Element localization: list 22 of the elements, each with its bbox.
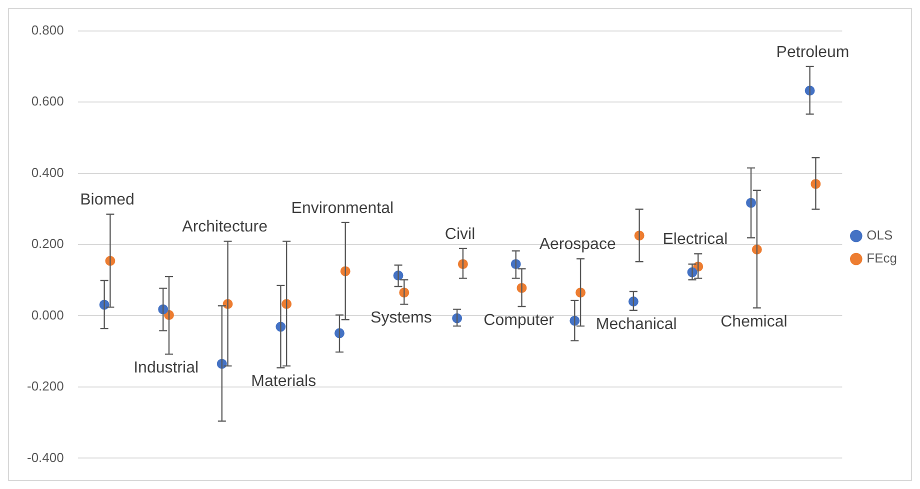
annotation: Computer	[484, 312, 555, 329]
annotation: Industrial	[134, 360, 199, 377]
legend-label: FEcg	[866, 250, 897, 266]
y-tick-label: 0.600	[31, 94, 64, 109]
annotation: Mechanical	[596, 316, 677, 333]
annotation: Electrical	[662, 231, 728, 248]
annotation: Biomed	[80, 192, 134, 209]
y-tick-label: 0.000	[31, 307, 64, 322]
annotation: Architecture	[182, 218, 268, 236]
y-tick-label: -0.200	[26, 378, 64, 394]
y-tick-label: 0.800	[31, 22, 64, 38]
y-tick-label: 0.400	[31, 164, 64, 180]
annotation: Environmental	[291, 200, 394, 217]
annotation: Materials	[251, 373, 316, 390]
y-tick-label: 0.200	[31, 236, 64, 252]
annotation: Civil	[444, 226, 476, 243]
annotation: Systems	[370, 310, 432, 327]
legend-label: OLS	[866, 228, 893, 243]
y-tick-label: -0.400	[26, 450, 64, 465]
annotation: Petroleum	[776, 44, 850, 61]
annotation: Chemical	[720, 313, 788, 330]
annotation: Aerospace	[539, 236, 616, 254]
